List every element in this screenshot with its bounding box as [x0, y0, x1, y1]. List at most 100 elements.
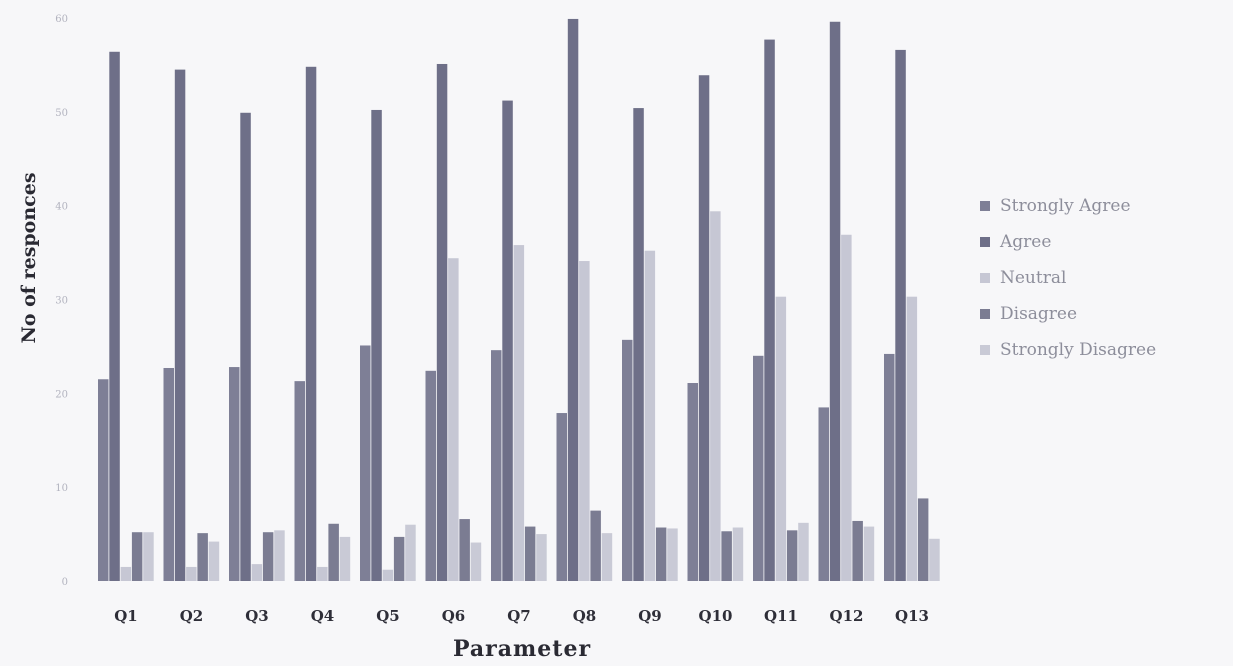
- x-tick-label-q7: Q7: [507, 607, 531, 625]
- bar-q9-disagree: [655, 527, 667, 581]
- legend-swatch: [980, 309, 990, 319]
- bar-q12-agree: [829, 21, 841, 581]
- bar-q8-strongly-agree: [556, 413, 567, 581]
- x-tick-label-q8: Q8: [573, 607, 597, 625]
- legend-item: Agree: [980, 224, 1156, 260]
- bar-q2-disagree: [197, 533, 208, 581]
- bar-q1-strongly-disagree: [143, 532, 154, 581]
- legend-swatch: [980, 237, 990, 247]
- bar-q13-strongly-agree: [884, 353, 895, 581]
- bar-q10-strongly-agree: [687, 383, 698, 581]
- bar-q4-disagree: [328, 523, 339, 581]
- y-tick-labels: 0 10 20 30 40 50 60: [55, 14, 68, 588]
- bar-q3-agree: [240, 112, 251, 581]
- bar-q6-strongly-disagree: [470, 542, 482, 581]
- bar-q2-neutral: [186, 566, 197, 581]
- bar-q7-agree: [502, 100, 513, 581]
- x-tick-label-q9: Q9: [638, 607, 662, 625]
- legend-label: Neutral: [1000, 268, 1067, 288]
- legend-swatch: [980, 345, 990, 355]
- bar-q4-agree: [305, 66, 317, 581]
- bar-q5-agree: [371, 109, 382, 581]
- bar-q2-strongly-agree: [163, 367, 174, 581]
- legend-label: Strongly Agree: [1000, 196, 1131, 216]
- bar-q11-disagree: [786, 530, 798, 581]
- bar-q2-agree: [174, 69, 186, 581]
- legend-label: Disagree: [1000, 304, 1078, 324]
- bar-q13-neutral: [906, 296, 918, 581]
- bar-q7-disagree: [524, 526, 536, 581]
- bar-q10-agree: [698, 75, 710, 581]
- bar-q3-disagree: [262, 532, 274, 581]
- bar-q6-neutral: [448, 258, 459, 581]
- x-tick-label-q6: Q6: [442, 607, 466, 625]
- y-tick-label: 60: [55, 14, 68, 25]
- legend-item: Disagree: [980, 296, 1156, 332]
- bar-q4-strongly-disagree: [339, 536, 351, 581]
- bar-q13-agree: [895, 49, 906, 582]
- bar-q12-neutral: [841, 234, 852, 581]
- bar-q10-strongly-disagree: [732, 527, 744, 581]
- bar-q9-agree: [633, 108, 644, 581]
- bar-q3-strongly-agree: [229, 367, 240, 581]
- legend-label: Agree: [1000, 232, 1052, 252]
- bar-q8-disagree: [590, 510, 601, 581]
- bar-q1-strongly-agree: [98, 379, 109, 581]
- legend-item: Neutral: [980, 260, 1156, 296]
- y-tick-label: 50: [55, 108, 68, 119]
- bar-q5-disagree: [393, 536, 405, 581]
- x-tick-label-q5: Q5: [376, 607, 400, 625]
- bar-q4-strongly-agree: [294, 381, 305, 581]
- y-tick-label: 10: [55, 483, 68, 494]
- bar-q5-strongly-disagree: [405, 524, 416, 581]
- x-tick-label-q12: Q12: [830, 607, 864, 625]
- legend-item: Strongly Disagree: [980, 332, 1156, 368]
- bar-q3-strongly-disagree: [274, 530, 285, 581]
- bar-q8-neutral: [579, 261, 590, 581]
- legend-swatch: [980, 273, 990, 283]
- bar-q11-agree: [764, 39, 775, 581]
- bar-q12-disagree: [852, 520, 863, 581]
- bar-q7-neutral: [513, 245, 525, 581]
- y-tick-label: 40: [55, 202, 68, 213]
- bar-q1-neutral: [120, 566, 132, 581]
- x-tick-label-q10: Q10: [699, 607, 733, 625]
- y-tick-label: 30: [55, 296, 68, 307]
- bar-q9-strongly-agree: [622, 339, 633, 581]
- bar-q5-strongly-agree: [360, 345, 371, 581]
- bar-q6-disagree: [459, 519, 470, 581]
- bar-q2-strongly-disagree: [208, 541, 220, 581]
- bar-q1-disagree: [131, 532, 143, 581]
- x-tick-labels: Q1 Q2 Q3 Q4 Q5 Q6 Q7 Q8 Q9 Q10 Q11 Q12 Q13: [114, 607, 929, 625]
- legend-item: Strongly Agree: [980, 188, 1156, 224]
- bar-q11-strongly-agree: [753, 355, 764, 581]
- bar-q12-strongly-agree: [818, 407, 829, 581]
- bar-q8-strongly-disagree: [601, 533, 613, 581]
- bar-q6-strongly-agree: [425, 370, 436, 581]
- x-tick-label-q13: Q13: [895, 607, 929, 625]
- y-tick-label: 0: [62, 577, 68, 588]
- chart-legend: Strongly Agree Agree Neutral Disagree Strong…: [980, 188, 1156, 368]
- y-axis-label: No of responces: [18, 172, 40, 343]
- bar-q4-neutral: [317, 566, 328, 581]
- x-tick-label-q2: Q2: [180, 607, 204, 625]
- legend-swatch: [980, 201, 990, 211]
- x-axis-label: Parameter: [453, 636, 591, 662]
- x-tick-label-q4: Q4: [311, 607, 335, 625]
- bar-q10-disagree: [721, 531, 732, 581]
- bar-q3-neutral: [251, 564, 263, 581]
- bar-q12-strongly-disagree: [863, 526, 875, 581]
- bar-q7-strongly-agree: [491, 350, 502, 581]
- bar-q1-agree: [109, 51, 120, 581]
- bar-q11-neutral: [775, 296, 787, 581]
- bar-q9-neutral: [644, 250, 656, 581]
- bar-q13-disagree: [917, 498, 929, 581]
- bar-q10-neutral: [710, 211, 721, 581]
- x-tick-label-q11: Q11: [764, 607, 798, 625]
- bar-q7-strongly-disagree: [536, 534, 547, 581]
- bar-q5-neutral: [382, 569, 394, 581]
- legend-label: Strongly Disagree: [1000, 340, 1157, 360]
- bar-q11-strongly-disagree: [798, 522, 809, 581]
